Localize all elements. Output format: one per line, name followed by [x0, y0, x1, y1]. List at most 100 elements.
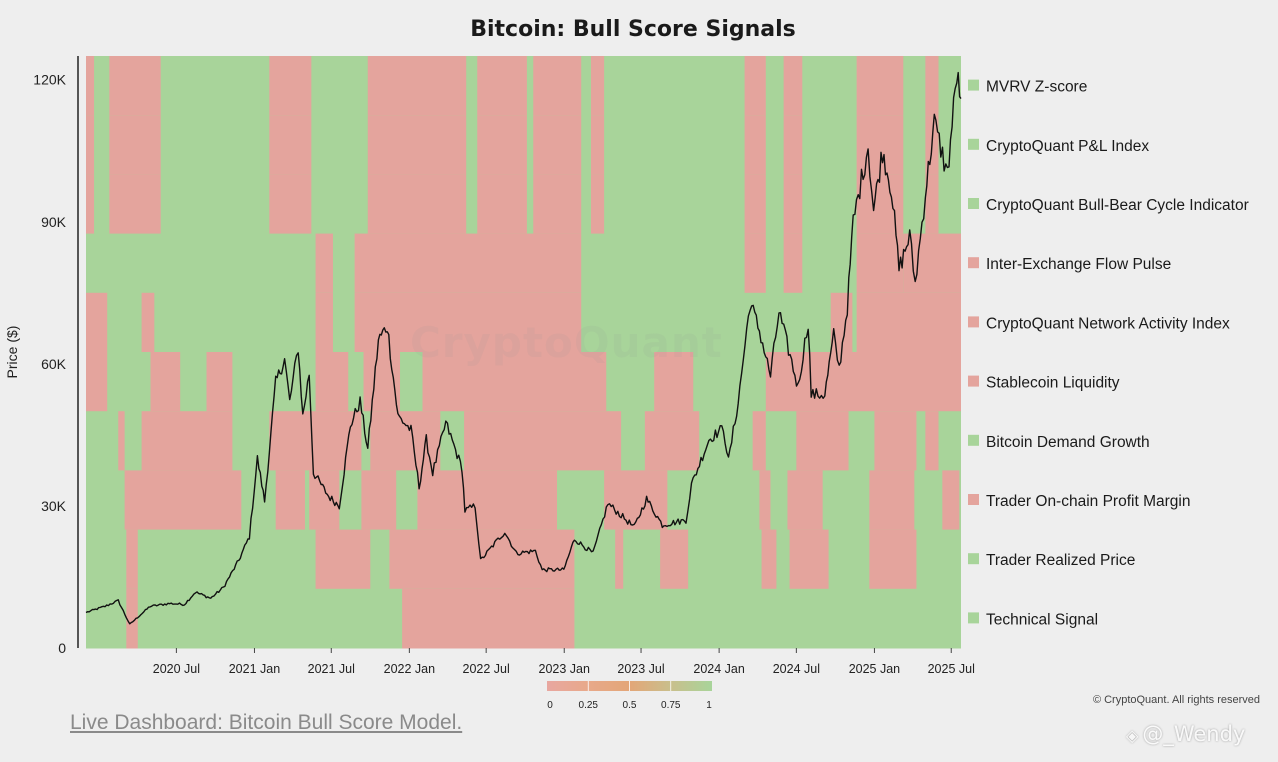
x-tick-label: 2024 Jul: [773, 662, 820, 676]
heatmap-bear-cell: [477, 56, 527, 116]
heatmap-bear-cell: [363, 352, 401, 412]
heatmap-bear-cell: [869, 529, 917, 590]
heatmap-bear-cell: [761, 529, 777, 590]
heatmap-bear-cell: [402, 588, 575, 649]
heatmap-bear-cell: [789, 529, 829, 590]
heatmap-bear-cell: [744, 174, 766, 235]
heatmap-bear-cell: [315, 292, 333, 353]
heatmap-bear-cell: [86, 115, 95, 175]
y-axis-label: Price ($): [4, 326, 20, 379]
heatmap-bear-cell: [590, 56, 605, 116]
colorbar-tick-label: 0: [547, 700, 553, 711]
legend-label: Stablecoin Liquidity: [986, 375, 1120, 392]
legend-label: CryptoQuant P&L Index: [986, 138, 1149, 155]
heatmap-bear-cell: [315, 233, 333, 294]
heatmap-bear-cell: [315, 529, 371, 590]
heatmap: [86, 56, 961, 649]
legend-label: Inter-Exchange Flow Pulse: [986, 256, 1171, 273]
x-tick-label: 2025 Jul: [928, 662, 975, 676]
heatmap-bear-cell: [765, 352, 961, 412]
heatmap-bear-cell: [417, 470, 558, 531]
heatmap-bear-cell: [269, 411, 362, 471]
x-tick-label: 2021 Jan: [229, 662, 280, 676]
legend-swatch: [968, 198, 979, 209]
heatmap-bear-cell: [783, 115, 803, 175]
y-tick-label: 60K: [41, 356, 67, 372]
heatmap-bear-cell: [533, 174, 582, 235]
heatmap-bear-cell: [660, 529, 689, 590]
heatmap-bear-cell: [464, 411, 622, 471]
legend-swatch: [968, 138, 979, 150]
btc-price-line: [85, 71, 962, 625]
heatmap-bear-cell: [942, 470, 960, 531]
heatmap-bear-cell: [783, 233, 803, 294]
author-handle: ◈ @_Wendy: [1126, 722, 1245, 746]
heatmap-bear-cell: [141, 292, 155, 353]
colorbar-tick-label: 0.5: [623, 700, 637, 711]
heatmap-bear-cell: [275, 470, 305, 531]
heatmap-bear-cell: [124, 470, 242, 531]
dashboard-link[interactable]: Live Dashboard: Bitcoin Bull Score Model…: [70, 711, 463, 734]
heatmap-bear-cell: [604, 470, 668, 531]
x-tick-label: 2024 Jan: [693, 662, 744, 676]
heatmap-bear-cell: [367, 56, 467, 116]
heatmap-bear-cell: [269, 174, 312, 235]
x-tick-label: 2023 Jul: [617, 662, 664, 676]
legend-swatch: [968, 79, 979, 91]
heatmap-bear-cell: [874, 411, 917, 471]
heatmap-bear-cell: [869, 470, 915, 531]
legend-label: Bitcoin Demand Growth: [986, 434, 1150, 451]
heatmap-bear-cell: [126, 529, 138, 590]
heatmap-bear-cell: [752, 411, 766, 471]
heatmap-bear-cell: [796, 411, 849, 471]
heatmap-bear-cell: [644, 411, 700, 471]
heatmap-bear-cell: [744, 115, 766, 175]
heatmap-bear-cell: [590, 115, 605, 175]
heatmap-bear-cell: [389, 529, 575, 590]
heatmap-bear-cell: [269, 56, 312, 116]
legend-label: MVRV Z-score: [986, 79, 1087, 96]
legend-label: Technical Signal: [986, 611, 1098, 628]
legend-swatch: [968, 257, 979, 269]
copyright-text: © CryptoQuant. All rights reserved: [1093, 694, 1260, 706]
heatmap-bear-cell: [783, 56, 803, 116]
x-tick-label: 2025 Jan: [849, 662, 900, 676]
heatmap-bear-cell: [86, 292, 108, 353]
heatmap-bear-cell: [367, 174, 467, 235]
heatmap-bear-cell: [354, 292, 582, 353]
heatmap-bear-cell: [422, 352, 607, 412]
legend: MVRV Z-score CryptoQuant P&L Index CryptoQ…: [968, 79, 1249, 628]
y-tick-label: 30K: [41, 498, 67, 514]
legend-swatch: [968, 494, 979, 505]
heatmap-bear-cell: [315, 352, 349, 412]
heatmap-bear-cell: [856, 174, 904, 235]
heatmap-bear-cell: [477, 174, 527, 235]
heatmap-bear-cell: [925, 174, 939, 235]
heatmap-bear-cell: [86, 352, 108, 412]
colorbar-tick-label: 1: [706, 700, 712, 711]
legend-label: Trader On-chain Profit Margin: [986, 493, 1190, 510]
heatmap-bear-cell: [361, 470, 397, 531]
legend-label: Trader Realized Price: [986, 552, 1135, 569]
heatmap-bear-cell: [86, 174, 95, 235]
heatmap-bear-cell: [309, 470, 340, 531]
x-tick-label: 2023 Jan: [539, 662, 590, 676]
heatmap-bear-cell: [654, 352, 694, 412]
heatmap-bear-cell: [354, 233, 582, 294]
heatmap-bear-cell: [126, 588, 138, 649]
x-tick-label: 2021 Jul: [308, 662, 355, 676]
heatmap-bear-cell: [787, 470, 823, 531]
heatmap-bear-cell: [925, 56, 939, 116]
heatmap-bear-cell: [856, 292, 961, 353]
y-tick-label: 120K: [33, 72, 66, 88]
heatmap-bear-cell: [744, 56, 766, 116]
x-tick-label: 2020 Jul: [153, 662, 200, 676]
heatmap-bear-cell: [109, 115, 161, 175]
legend-label: CryptoQuant Bull-Bear Cycle Indicator: [986, 197, 1249, 214]
heatmap-bear-cell: [367, 115, 467, 175]
heatmap-bear-cell: [533, 56, 582, 116]
colorbar-tick-label: 0.75: [661, 700, 681, 711]
heatmap-bear-cell: [590, 174, 605, 235]
colorbar-tick-label: 0.25: [579, 700, 599, 711]
heatmap-bear-cell: [477, 115, 527, 175]
